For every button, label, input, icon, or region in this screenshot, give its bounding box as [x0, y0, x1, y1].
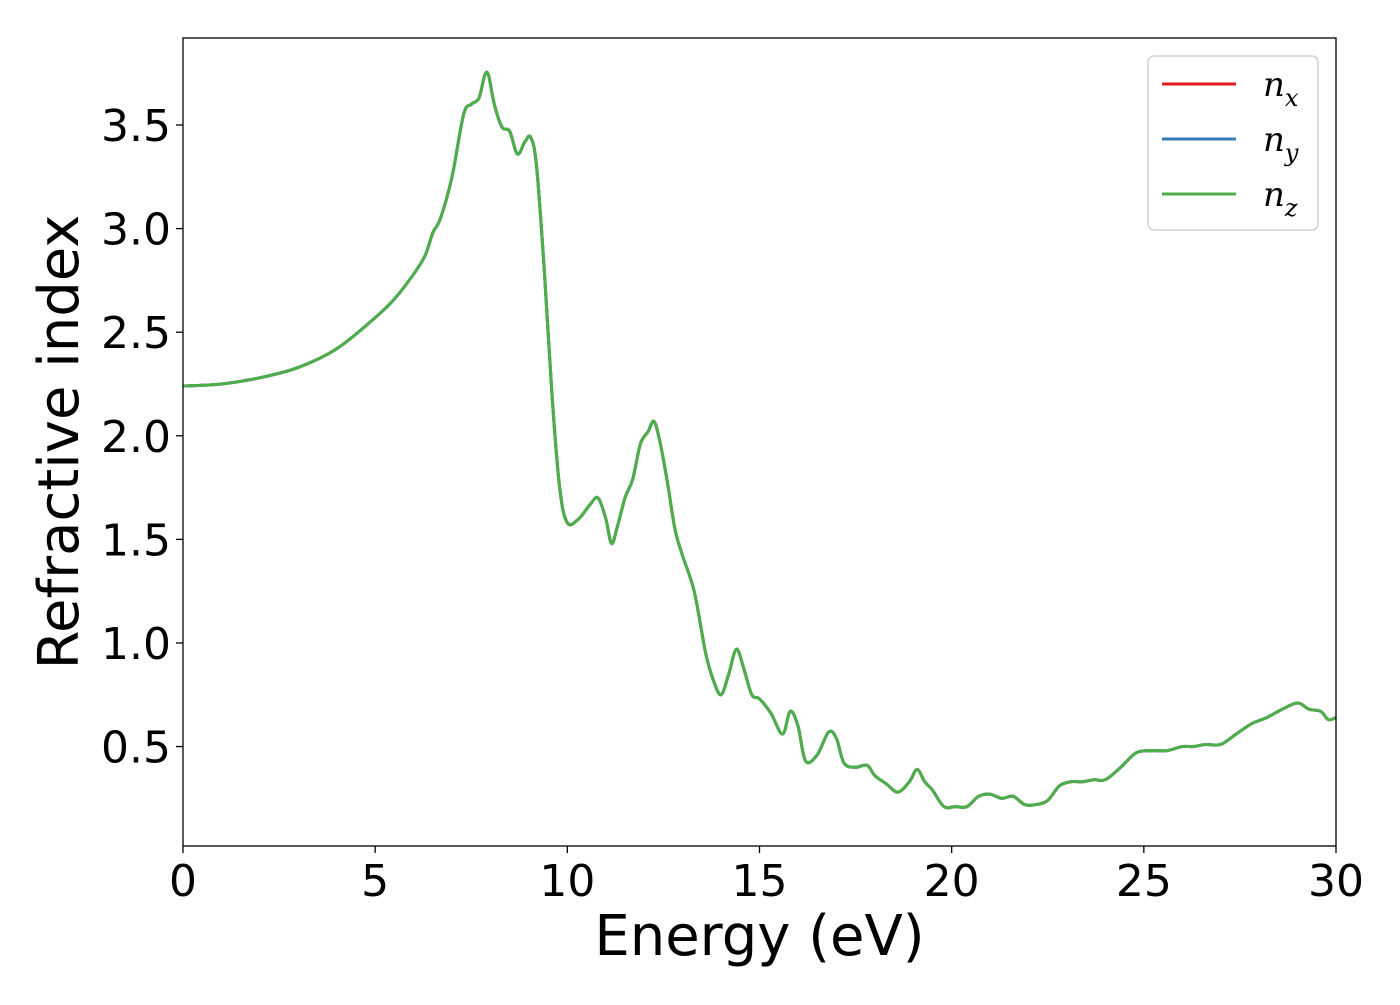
tick-layer: 0 5 10 15 20 25 30 0.5 1.0 1.5 2.0 2.5 3.0 3.5 [101, 101, 1364, 907]
x-tick-label: 5 [361, 856, 389, 907]
y-tick-label: 0.5 [101, 723, 171, 774]
x-tick-label: 25 [1116, 856, 1172, 907]
y-tick-label: 1.0 [101, 619, 171, 670]
y-tick-label: 1.5 [101, 515, 171, 566]
legend-entries: nx ny nz [1162, 65, 1299, 222]
x-tick-label: 20 [924, 856, 980, 907]
series-layer [183, 70, 1336, 810]
y-tick-label: 2.0 [101, 412, 171, 463]
series-line-n-z [183, 70, 1336, 810]
legend-label-n-x: nx [1263, 65, 1299, 112]
x-tick-label: 0 [169, 856, 197, 907]
y-tick-label: 2.5 [101, 308, 171, 359]
y-tick-label: 3.0 [101, 205, 171, 256]
legend-box [1147, 55, 1319, 231]
x-tick-label: 10 [539, 856, 595, 907]
legend: nx ny nz [1147, 55, 1319, 231]
x-tick-label: 30 [1308, 856, 1364, 907]
legend-label-n-y: ny [1263, 120, 1299, 167]
y-axis-label: Refractive index [27, 215, 92, 670]
x-tick-label: 15 [732, 856, 788, 907]
y-tick-label: 3.5 [101, 101, 171, 152]
x-axis-label: Energy (eV) [594, 904, 924, 969]
legend-label-n-z: nz [1263, 175, 1298, 222]
